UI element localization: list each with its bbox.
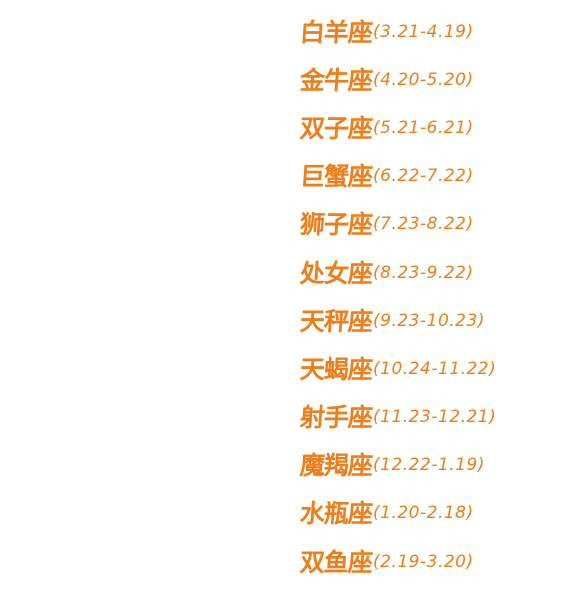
zodiac-sign-name: 白羊座 — [298, 17, 374, 47]
zodiac-date-range: (6.22-7.22) — [373, 166, 474, 187]
zodiac-date-range: (5.21-6.21) — [373, 117, 474, 138]
zodiac-date-range: (2.19-3.20) — [373, 551, 474, 572]
zodiac-sign-name: 双鱼座 — [298, 547, 374, 577]
zodiac-item-libra: 天秤座 (9.23-10.23) — [298, 297, 570, 345]
zodiac-date-range: (11.23-12.21) — [373, 407, 497, 428]
zodiac-item-scorpio: 天蝎座 (10.24-11.22) — [298, 345, 570, 393]
zodiac-sign-name: 双子座 — [298, 113, 374, 143]
zodiac-sign-name: 金牛座 — [298, 65, 374, 95]
zodiac-date-range: (1.20-2.18) — [373, 503, 474, 524]
zodiac-date-range: (7.23-8.22) — [373, 214, 474, 235]
zodiac-item-capricorn: 魔羯座 (12.22-1.19) — [298, 442, 570, 490]
zodiac-sign-name: 水瓶座 — [298, 499, 374, 529]
zodiac-item-taurus: 金牛座 (4.20-5.20) — [298, 56, 570, 104]
zodiac-item-sagittarius: 射手座 (11.23-12.21) — [298, 394, 570, 442]
zodiac-date-range: (12.22-1.19) — [373, 455, 485, 476]
zodiac-item-cancer: 巨蟹座 (6.22-7.22) — [298, 153, 570, 201]
zodiac-item-gemini: 双子座 (5.21-6.21) — [298, 104, 570, 152]
zodiac-sign-name: 狮子座 — [298, 210, 374, 240]
zodiac-item-aquarius: 水瓶座 (1.20-2.18) — [298, 490, 570, 538]
zodiac-date-range: (3.21-4.19) — [373, 21, 474, 42]
zodiac-sign-name: 射手座 — [298, 403, 374, 433]
zodiac-date-range: (4.20-5.20) — [373, 69, 474, 90]
zodiac-item-pisces: 双鱼座 (2.19-3.20) — [298, 538, 570, 586]
zodiac-sign-name: 天秤座 — [298, 306, 374, 336]
zodiac-sign-name: 天蝎座 — [298, 354, 374, 384]
zodiac-date-range: (10.24-11.22) — [373, 358, 497, 379]
zodiac-date-range: (8.23-9.22) — [373, 262, 474, 283]
zodiac-sign-name: 巨蟹座 — [298, 162, 374, 192]
zodiac-sign-name: 魔羯座 — [298, 451, 374, 481]
zodiac-item-aries: 白羊座 (3.21-4.19) — [298, 8, 570, 56]
zodiac-sign-list: 白羊座 (3.21-4.19) 金牛座 (4.20-5.20) 双子座 (5.21-6… — [298, 8, 570, 586]
zodiac-date-range: (9.23-10.23) — [373, 310, 485, 331]
zodiac-item-leo: 狮子座 (7.23-8.22) — [298, 201, 570, 249]
zodiac-item-virgo: 处女座 (8.23-9.22) — [298, 249, 570, 297]
zodiac-sign-name: 处女座 — [298, 258, 374, 288]
